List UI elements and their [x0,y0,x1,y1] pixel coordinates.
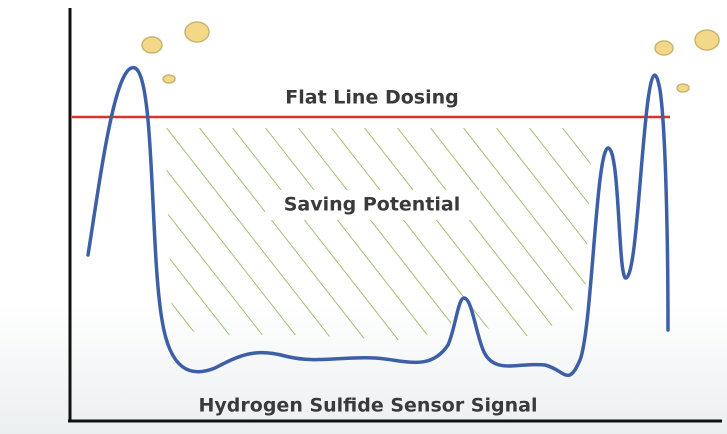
area-label: Saving Potential [284,194,461,216]
saving-area-hatch [165,128,592,340]
bubble [677,84,689,92]
bubble [163,75,175,83]
dosing-label: Flat Line Dosing [285,87,458,109]
bubble [185,22,209,42]
page: Flat Line Dosing Saving Potential Hydrog… [0,0,727,434]
diagram: Flat Line Dosing Saving Potential Hydrog… [0,0,727,434]
bubble [655,41,673,55]
bubble [142,37,162,53]
signal-label: Hydrogen Sulfide Sensor Signal [199,395,538,417]
bubble [695,30,719,50]
